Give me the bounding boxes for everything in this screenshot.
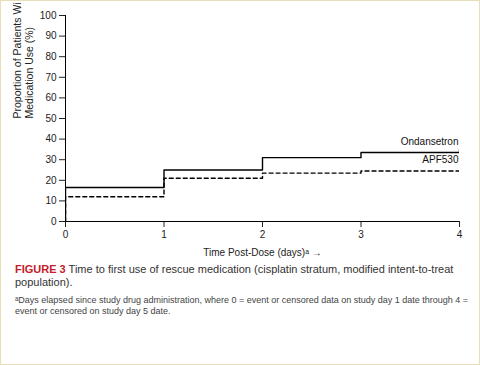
svg-text:Ondansetron: Ondansetron — [401, 136, 459, 147]
svg-text:20: 20 — [45, 175, 57, 186]
svg-text:40: 40 — [45, 133, 57, 144]
svg-text:30: 30 — [45, 154, 57, 165]
svg-text:80: 80 — [45, 51, 57, 62]
svg-text:3: 3 — [358, 229, 364, 240]
svg-text:60: 60 — [45, 92, 57, 103]
svg-text:Time Post-Dose (days)ᵃ →: Time Post-Dose (days)ᵃ → — [203, 247, 321, 258]
svg-text:10: 10 — [45, 195, 57, 206]
svg-text:100: 100 — [40, 10, 57, 21]
svg-text:50: 50 — [45, 113, 57, 124]
svg-text:2: 2 — [260, 229, 266, 240]
svg-text:Proportion of Patients With Re: Proportion of Patients With RescueMedica… — [11, 3, 35, 119]
html-text:ᵃDays elapsed since study drug: ᵃDays elapsed since study drug administr… — [15, 295, 469, 316]
html-text:FIGURE 3 Time to first use of: FIGURE 3 Time to first use of rescue med… — [15, 263, 454, 288]
svg-text:90: 90 — [45, 30, 57, 41]
svg-text:0: 0 — [63, 229, 69, 240]
svg-text:4: 4 — [457, 229, 463, 240]
svg-text:70: 70 — [45, 72, 57, 83]
svg-text:1: 1 — [161, 229, 167, 240]
svg-text:0: 0 — [51, 216, 57, 227]
svg-text:APF530: APF530 — [422, 154, 459, 165]
